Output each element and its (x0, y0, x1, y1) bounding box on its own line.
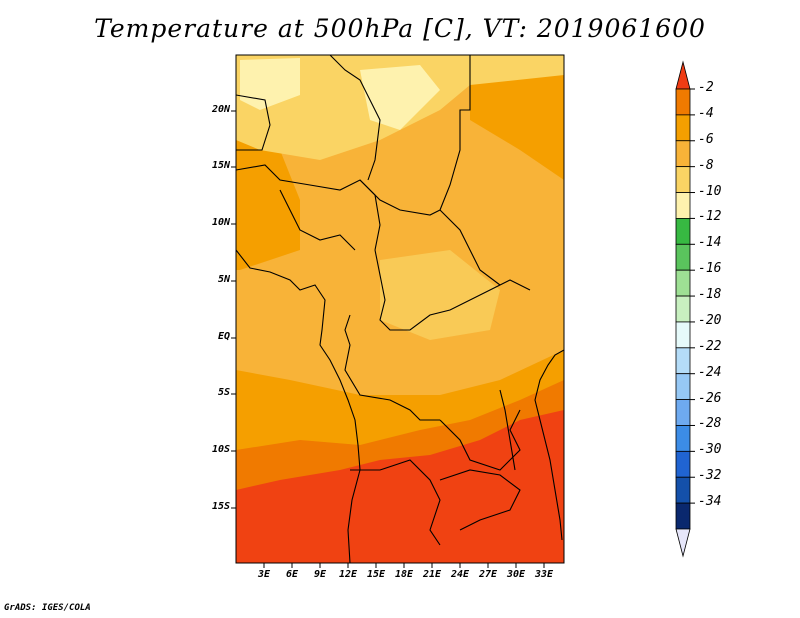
border-chad (359, 179, 441, 216)
colorbar-box (675, 502, 691, 530)
field-band-hot-south (236, 410, 564, 563)
colorbar-box (675, 399, 691, 426)
border-egypt (439, 55, 471, 211)
lat-label-20n: 20N (211, 104, 230, 115)
lon-label-9e: 9E (313, 569, 327, 580)
field-band-10-north (360, 65, 440, 130)
colorbar-box (675, 192, 691, 219)
lat-label-eq: EQ (217, 331, 230, 342)
colorbar-box (675, 347, 691, 375)
map-frame (235, 54, 565, 564)
field-band-10-nw (240, 58, 300, 110)
border-zambia (439, 469, 521, 531)
colorbar-box (675, 243, 691, 271)
border-sahel (236, 164, 381, 251)
lon-label-18e: 18E (394, 569, 414, 580)
lat-label-5s: 5S (217, 387, 230, 398)
lon-label-30e: 30E (506, 569, 526, 580)
border-angola (350, 459, 441, 546)
chart-title: Temperature at 500hPa [C], VT: 201906160… (94, 14, 706, 43)
colorbar-label: -12 (698, 209, 722, 225)
colorbar-label: -4 (698, 105, 714, 121)
lat-label-10n: 10N (211, 217, 230, 228)
colorbar-box (675, 476, 691, 504)
lon-label-24e: 24E (450, 569, 470, 580)
colorbar-label: -2 (698, 80, 714, 95)
border-drc-south (439, 409, 521, 471)
colorbar-top-triangle (675, 60, 691, 90)
colorbar-box (675, 373, 691, 400)
border-mauritania (236, 94, 271, 151)
border-lakes (499, 389, 516, 471)
colorbar-label: -10 (698, 183, 722, 199)
colorbar-label: -16 (698, 261, 722, 277)
border-drc-west (344, 314, 440, 421)
field-band-4-west (236, 140, 300, 270)
lon-label-6e: 6E (285, 569, 299, 580)
border-central (374, 249, 531, 331)
colorbar-box (675, 450, 691, 478)
colorbar-label: -14 (698, 235, 722, 251)
lon-label-27e: 27E (478, 569, 498, 580)
colorbar-label: -20 (698, 312, 722, 328)
lon-label-12e: 12E (338, 569, 358, 580)
grads-credit: GrADS: IGES/COLA (4, 603, 91, 613)
coastline-west (236, 249, 361, 563)
field-band-8-central (380, 250, 500, 340)
colorbar-box (675, 425, 691, 452)
lon-label-3e: 3E (257, 569, 271, 580)
colorbar-label: -24 (698, 364, 722, 380)
colorbar-box (675, 321, 691, 349)
colorbar-label: -30 (698, 442, 722, 458)
colorbar-label: -26 (698, 390, 722, 406)
lon-label-15e: 15E (366, 569, 386, 580)
lat-label-15s: 15S (211, 501, 230, 512)
lat-label-5n: 5N (217, 274, 230, 285)
border-nigeria (279, 189, 356, 251)
lat-label-15n: 15N (211, 160, 230, 171)
colorbar-box (675, 140, 691, 168)
colorbar-label: -6 (698, 131, 714, 147)
field-band-4-east (470, 70, 564, 180)
border-sudan (439, 209, 501, 286)
lon-label-33e: 33E (534, 569, 554, 580)
colorbar (675, 60, 695, 558)
colorbar-label: -22 (698, 338, 722, 354)
colorbar-bottom-triangle (675, 528, 691, 558)
colorbar-label: -32 (698, 468, 722, 484)
colorbar-label: -18 (698, 287, 722, 303)
border-libya (329, 55, 381, 181)
colorbar-box (675, 114, 691, 142)
colorbar-label: -8 (698, 157, 714, 173)
colorbar-box (675, 218, 691, 245)
colorbar-box (675, 269, 691, 297)
colorbar-label: -34 (698, 494, 722, 510)
colorbar-box (675, 88, 691, 116)
colorbar-box (675, 166, 691, 193)
lat-label-10s: 10S (211, 444, 230, 455)
colorbar-box (675, 295, 691, 323)
lon-label-21e: 21E (422, 569, 442, 580)
colorbar-label: -28 (698, 416, 722, 432)
coastline-east (534, 349, 564, 541)
